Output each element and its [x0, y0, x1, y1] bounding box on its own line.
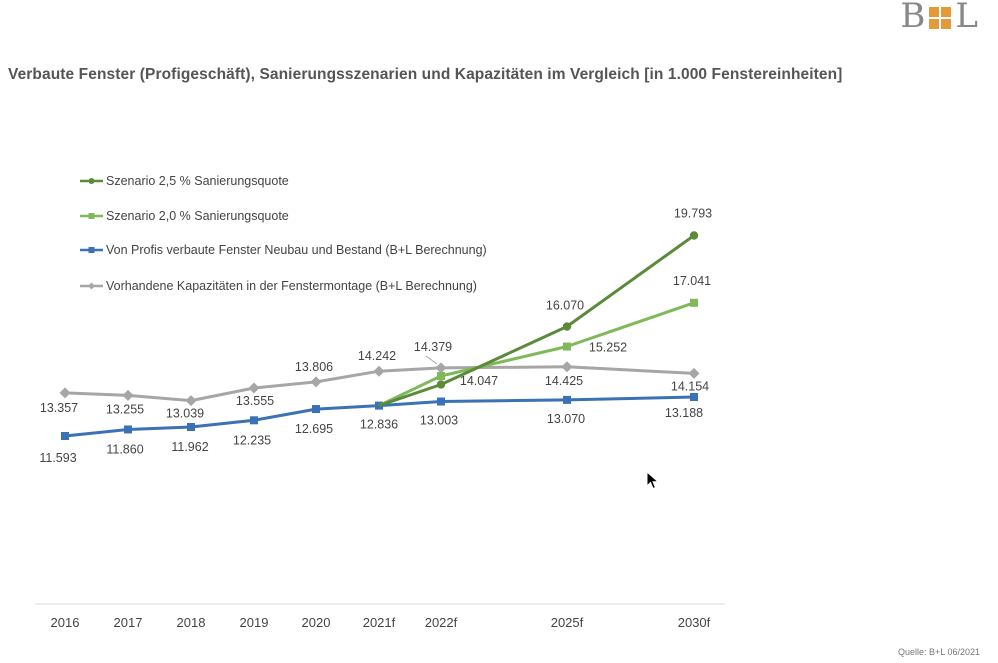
- legend-entry: Szenario 2,5 % Sanierungsquote: [106, 174, 289, 188]
- legend-entry: Vorhandene Kapazitäten in der Fenstermon…: [106, 279, 477, 293]
- data-point: [563, 395, 571, 404]
- x-tick-label: 2030f: [678, 615, 711, 630]
- data-label: 14.379: [414, 340, 452, 354]
- series-line: [378, 301, 695, 407]
- data-label: 13.070: [547, 412, 585, 426]
- label-leader-line: [425, 355, 438, 365]
- data-label: 19.793: [674, 206, 712, 220]
- data-point: [437, 397, 445, 406]
- data-label: 11.593: [39, 451, 76, 465]
- brand-logo: B L: [900, 0, 978, 36]
- source-note: Quelle: B+L 06/2021: [898, 647, 980, 657]
- legend-marker: [88, 213, 95, 219]
- data-point: [563, 342, 571, 351]
- legend-entry: Von Profis verbaute Fenster Neubau und B…: [106, 243, 487, 257]
- legend-marker: [88, 247, 95, 253]
- x-tick-label: 2025f: [551, 615, 584, 630]
- data-label: 14.242: [358, 349, 396, 363]
- x-tick-label: 2018: [177, 615, 206, 630]
- data-label: 14.047: [460, 374, 498, 388]
- logo-mark-icon: [929, 7, 952, 29]
- data-label: 11.962: [171, 440, 208, 454]
- data-label: 12.695: [295, 422, 333, 436]
- data-label: 14.425: [545, 374, 583, 388]
- data-label: 12.836: [360, 418, 398, 432]
- data-point: [310, 376, 322, 388]
- x-tick-label: 2019: [240, 615, 269, 630]
- data-label: 13.806: [295, 360, 333, 374]
- data-point: [124, 425, 132, 434]
- legend-marker: [88, 178, 95, 184]
- data-label: 13.188: [665, 406, 703, 420]
- data-point: [688, 367, 700, 379]
- x-tick-label: 2016: [51, 615, 80, 630]
- x-tick-label: 2017: [114, 615, 143, 630]
- data-point: [375, 401, 383, 410]
- data-label: 13.039: [166, 407, 204, 421]
- logo-letter-b: B: [900, 0, 926, 36]
- data-point: [561, 361, 573, 373]
- data-point: [248, 382, 260, 394]
- data-point: [312, 405, 320, 414]
- legend-marker: [88, 282, 95, 290]
- data-point: [250, 416, 258, 425]
- data-point: [562, 322, 572, 331]
- series-line: [378, 234, 695, 408]
- data-label: 13.357: [40, 401, 78, 415]
- chart-title: Verbaute Fenster (Profigeschäft), Sanier…: [8, 66, 843, 83]
- data-point: [59, 387, 71, 399]
- data-label: 12.235: [233, 433, 271, 447]
- data-label: 11.860: [106, 442, 143, 456]
- data-point: [690, 298, 698, 307]
- data-point: [436, 380, 446, 389]
- legend-entry: Szenario 2,0 % Sanierungsquote: [106, 209, 289, 223]
- data-point: [122, 389, 134, 401]
- data-point: [435, 362, 447, 374]
- data-label: 15.252: [589, 341, 627, 355]
- x-tick-label: 2022f: [425, 615, 458, 630]
- mouse-pointer-icon: [646, 471, 660, 490]
- data-point: [689, 231, 699, 240]
- data-label: 17.041: [673, 274, 711, 288]
- data-point: [690, 393, 698, 401]
- data-label: 13.255: [106, 402, 144, 416]
- data-point: [187, 422, 195, 431]
- x-tick-label: 2021f: [363, 615, 396, 630]
- data-point: [185, 395, 197, 407]
- x-tick-label: 2020: [302, 615, 331, 630]
- data-label: 13.003: [420, 414, 458, 428]
- data-label: 13.555: [236, 394, 274, 408]
- logo-letter-l: L: [955, 0, 978, 36]
- data-label: 16.070: [546, 299, 584, 313]
- data-point: [373, 365, 385, 377]
- data-point: [61, 432, 69, 440]
- data-label: 14.154: [671, 379, 709, 393]
- data-point: [437, 371, 445, 380]
